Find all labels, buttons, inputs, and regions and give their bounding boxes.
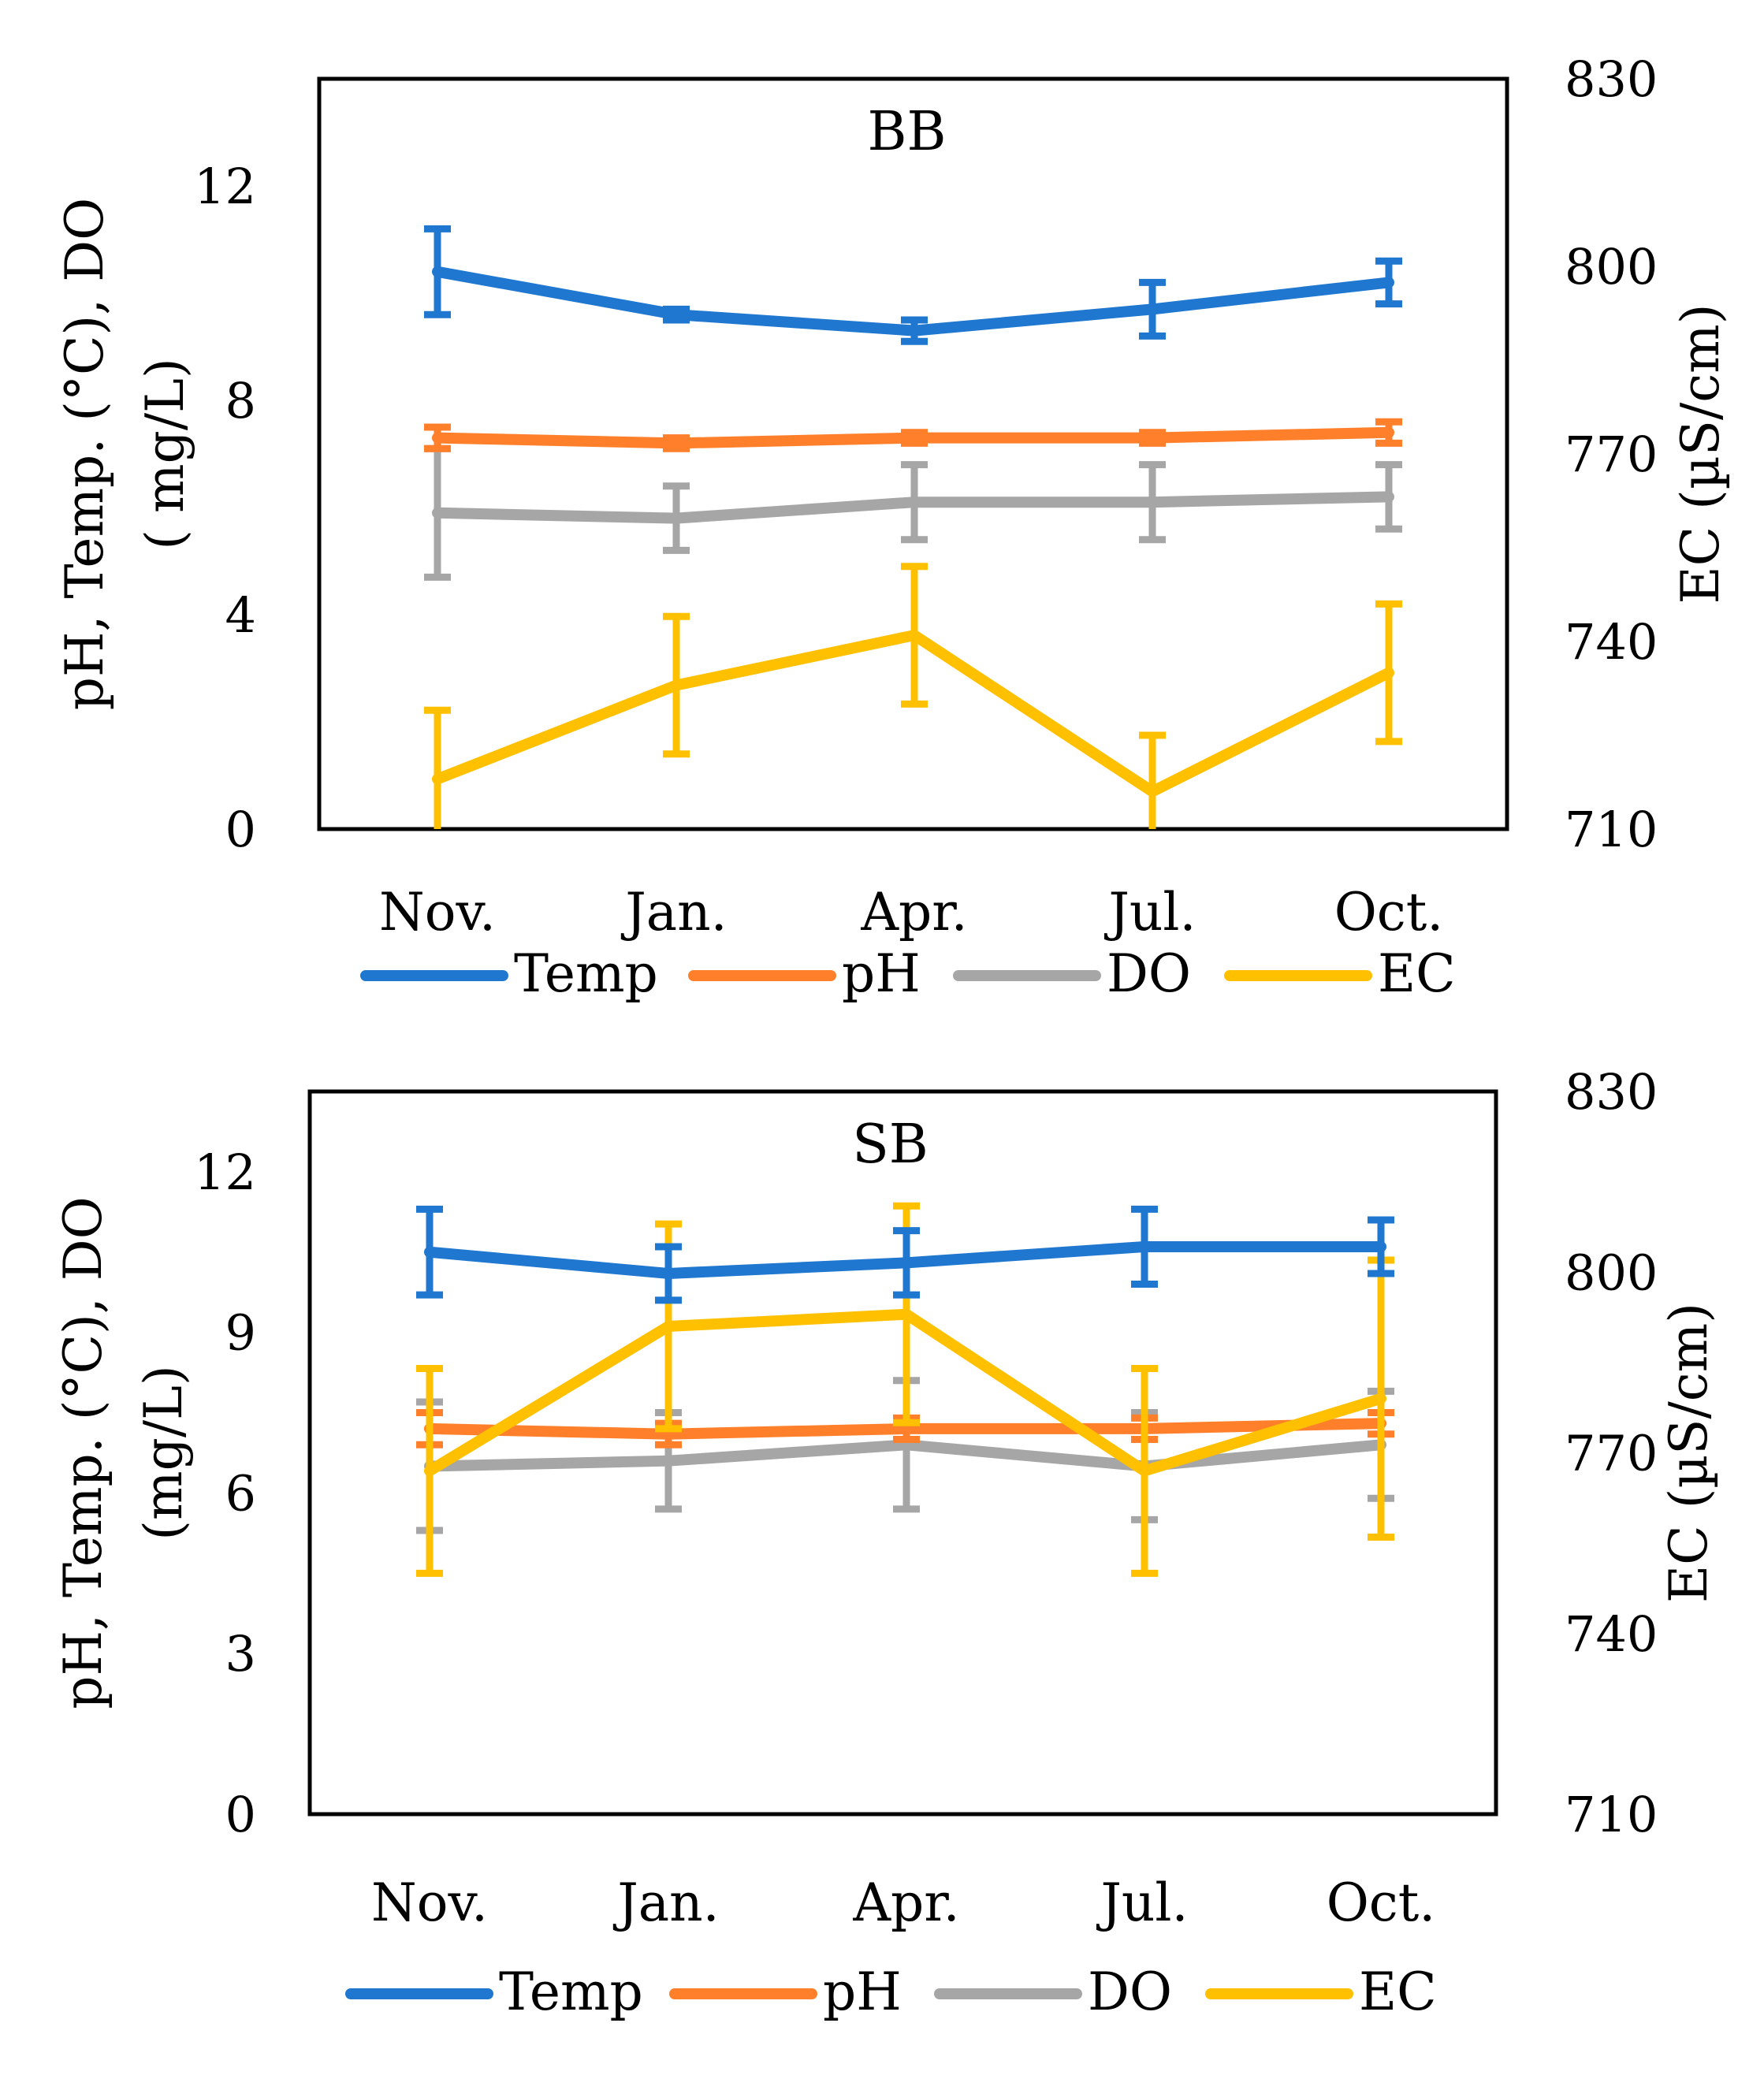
y2-tick-label: 770 bbox=[1565, 426, 1658, 483]
chart-title: BB bbox=[868, 101, 947, 163]
x-tick-label: Nov. bbox=[379, 882, 496, 943]
data-point bbox=[436, 777, 439, 781]
y-axis-label: pH, Temp. (°C), DO bbox=[54, 198, 115, 711]
data-point bbox=[1151, 790, 1154, 794]
x-tick-label: Nov. bbox=[371, 1872, 488, 1933]
y-tick-label: 0 bbox=[225, 1786, 256, 1843]
data-point bbox=[913, 634, 916, 638]
legend: Temp pH DO EC bbox=[345, 1962, 1437, 2022]
y2-tick-label: 800 bbox=[1565, 1244, 1658, 1301]
y-tick-label: 12 bbox=[194, 1143, 256, 1201]
y2-tick-label: 830 bbox=[1565, 1063, 1658, 1121]
y2-tick-label: 740 bbox=[1565, 613, 1658, 671]
y2-tick-label: 710 bbox=[1565, 1786, 1658, 1843]
data-point bbox=[913, 436, 916, 440]
y-axis-label: (mg/L) bbox=[133, 1365, 194, 1540]
data-point bbox=[905, 1312, 908, 1316]
x-tick-label: Jul. bbox=[1096, 1872, 1188, 1933]
x-tick-label: Apr. bbox=[852, 1872, 959, 1933]
data-point bbox=[1379, 1396, 1383, 1400]
panel-sb: SB 0 3 6 9 12 710 740 770 800 830 Nov. Jan. Apr. Jul. O… bbox=[53, 1063, 1719, 2022]
chart-title: SB bbox=[852, 1114, 929, 1176]
y-tick-label: 3 bbox=[225, 1625, 256, 1683]
data-point bbox=[1387, 671, 1390, 675]
legend-label-temp: Temp bbox=[514, 943, 658, 1004]
legend-label-do: DO bbox=[1088, 1962, 1172, 2022]
y-tick-label: 0 bbox=[225, 801, 256, 858]
x-tick-label: Jul. bbox=[1103, 882, 1196, 943]
data-point bbox=[428, 1469, 431, 1473]
y2-tick-label: 830 bbox=[1565, 50, 1658, 108]
panel-bb: BB 0 4 8 12 710 740 770 800 830 Nov. Jan. Apr. Jul. Oc… bbox=[54, 50, 1731, 1004]
legend-label-ph: pH bbox=[823, 1962, 902, 2022]
series-ec bbox=[424, 563, 1402, 829]
y2-axis-label: EC (µS/cm) bbox=[1670, 303, 1731, 604]
x-tick-label: Jan. bbox=[612, 1872, 719, 1933]
legend-label-temp: Temp bbox=[499, 1962, 643, 2022]
data-point bbox=[667, 1432, 670, 1436]
data-point bbox=[1151, 500, 1154, 504]
data-point bbox=[913, 500, 916, 504]
data-point bbox=[675, 441, 678, 445]
data-point bbox=[428, 1250, 431, 1254]
legend-label-ph: pH bbox=[842, 943, 921, 1004]
y2-tick-label: 770 bbox=[1565, 1425, 1658, 1482]
y2-axis-label: EC (µS/cm) bbox=[1658, 1303, 1719, 1603]
data-point bbox=[1387, 430, 1390, 434]
data-point bbox=[436, 511, 439, 515]
data-point bbox=[1143, 1244, 1146, 1248]
data-point bbox=[436, 436, 439, 440]
y-tick-label: 4 bbox=[225, 586, 256, 644]
y-tick-label: 9 bbox=[225, 1304, 256, 1362]
series-temp bbox=[416, 1205, 1394, 1304]
y2-tick-label: 740 bbox=[1565, 1605, 1658, 1663]
data-point bbox=[667, 1459, 670, 1463]
data-point bbox=[675, 516, 678, 520]
plot-area-frame bbox=[317, 76, 1509, 831]
data-point bbox=[667, 1271, 670, 1275]
y-axis-label: pH, Temp. (°C), DO bbox=[53, 1196, 114, 1709]
data-point bbox=[436, 270, 439, 273]
data-point bbox=[1151, 307, 1154, 311]
legend-label-ec: EC bbox=[1359, 1962, 1437, 2022]
y-axis-label: ( mg/L) bbox=[135, 358, 195, 549]
data-point bbox=[1143, 1469, 1146, 1473]
y2-tick-label: 800 bbox=[1565, 238, 1658, 296]
x-tick-label: Oct. bbox=[1334, 882, 1444, 943]
y-tick-label: 8 bbox=[225, 372, 256, 430]
y-tick-label: 12 bbox=[194, 158, 256, 215]
data-point bbox=[905, 1261, 908, 1265]
data-point bbox=[913, 329, 916, 333]
data-point bbox=[905, 1443, 908, 1447]
data-point bbox=[675, 313, 678, 317]
data-point bbox=[905, 1426, 908, 1430]
data-point bbox=[667, 1325, 670, 1329]
data-point bbox=[1379, 1244, 1383, 1248]
plot-area-frame bbox=[307, 1089, 1498, 1817]
x-tick-label: Jan. bbox=[620, 882, 727, 943]
legend: Temp pH DO EC bbox=[360, 943, 1456, 1004]
data-point bbox=[1387, 495, 1390, 499]
legend-label-do: DO bbox=[1107, 943, 1191, 1004]
series-ph bbox=[424, 418, 1402, 452]
x-tick-label: Apr. bbox=[860, 882, 967, 943]
y-tick-label: 6 bbox=[225, 1464, 256, 1522]
x-tick-label: Oct. bbox=[1327, 1872, 1436, 1933]
y2-tick-label: 710 bbox=[1565, 801, 1658, 858]
data-point bbox=[1387, 281, 1390, 284]
series-do bbox=[424, 444, 1402, 581]
series-temp bbox=[424, 225, 1402, 345]
data-point bbox=[1151, 436, 1154, 440]
legend-label-ec: EC bbox=[1378, 943, 1456, 1004]
data-point bbox=[675, 683, 678, 687]
